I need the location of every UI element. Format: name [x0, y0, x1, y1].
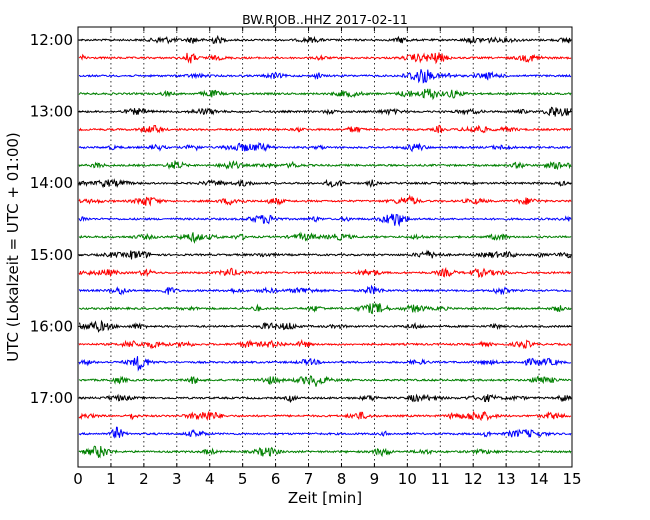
trace-line: [78, 375, 572, 387]
trace-line: [78, 319, 572, 333]
x-tick-label: 10: [398, 470, 417, 488]
x-tick-label: 3: [172, 470, 182, 488]
trace-line: [78, 445, 572, 459]
x-tick-label: 11: [431, 470, 450, 488]
x-tick-label: 0: [73, 470, 83, 488]
trace-line: [78, 34, 572, 45]
x-tick-label: 12: [464, 470, 483, 488]
trace-line: [78, 194, 572, 207]
y-tick-label: 12:00: [30, 31, 73, 49]
x-tick-label: 6: [271, 470, 281, 488]
y-tick-label: 14:00: [30, 174, 73, 192]
trace-line: [78, 52, 572, 65]
chart-title: BW.RJOB..HHZ 2017-02-11: [242, 12, 408, 27]
trace-line: [78, 124, 572, 134]
grid-lines: [110, 27, 540, 467]
trace-line: [78, 178, 572, 189]
y-tick-label: 15:00: [30, 246, 73, 264]
y-axis-title: UTC (Lokalzeit = UTC + 01:00): [4, 132, 22, 362]
y-tick-label: 13:00: [30, 103, 73, 121]
x-tick-label: 9: [370, 470, 380, 488]
trace-line: [78, 249, 572, 260]
trace-line: [78, 410, 572, 422]
x-tick-label: 2: [139, 470, 149, 488]
trace-line: [78, 338, 572, 350]
trace-line: [78, 160, 572, 171]
trace-line: [78, 231, 572, 244]
trace-line: [78, 141, 572, 153]
y-tick-label: 17:00: [30, 389, 73, 407]
x-axis-title: Zeit [min]: [288, 489, 362, 507]
traces: [78, 34, 572, 459]
x-tick-label: 4: [205, 470, 215, 488]
trace-line: [78, 213, 572, 227]
x-tick-label: 15: [562, 470, 581, 488]
x-tick-label: 13: [497, 470, 516, 488]
trace-line: [78, 393, 572, 404]
y-axis: 12:00 13:00 14:00 15:00 16:00 17:00: [30, 31, 572, 407]
trace-line: [78, 356, 572, 372]
x-tick-label: 5: [238, 470, 248, 488]
x-tick-label: 7: [304, 470, 314, 488]
trace-line: [78, 88, 572, 101]
plot-frame: [77, 26, 573, 468]
trace-line: [78, 69, 572, 84]
x-axis: 0 1 2 3 4 5 6 7 8 9 10 11 12 13 14 15: [73, 27, 582, 488]
trace-line: [78, 106, 572, 117]
x-tick-label: 8: [337, 470, 347, 488]
y-tick-label: 16:00: [30, 317, 73, 335]
x-tick-label: 1: [106, 470, 116, 488]
trace-line: [78, 284, 572, 296]
trace-line: [78, 302, 572, 315]
trace-line: [78, 266, 572, 278]
trace-line: [78, 426, 572, 439]
x-tick-label: 14: [530, 470, 549, 488]
